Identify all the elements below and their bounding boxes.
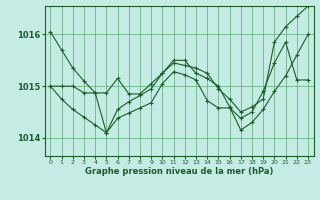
X-axis label: Graphe pression niveau de la mer (hPa): Graphe pression niveau de la mer (hPa) [85, 167, 273, 176]
